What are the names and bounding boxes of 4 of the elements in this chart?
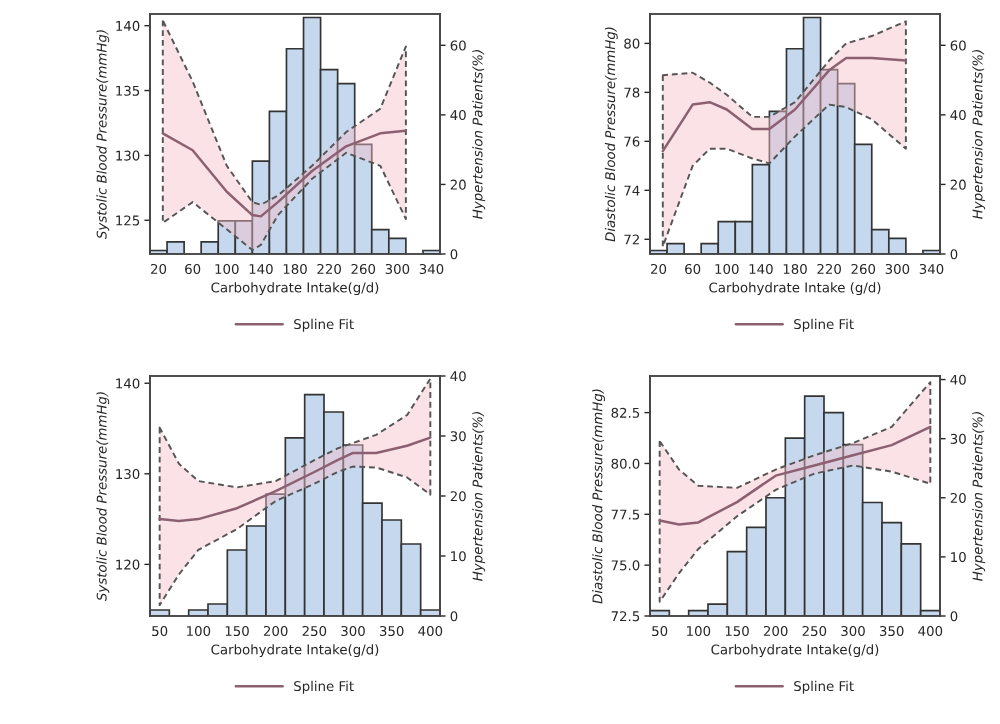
line-series [158,436,432,523]
line-series [661,56,908,153]
line-series [161,129,408,218]
line-series [658,425,932,526]
